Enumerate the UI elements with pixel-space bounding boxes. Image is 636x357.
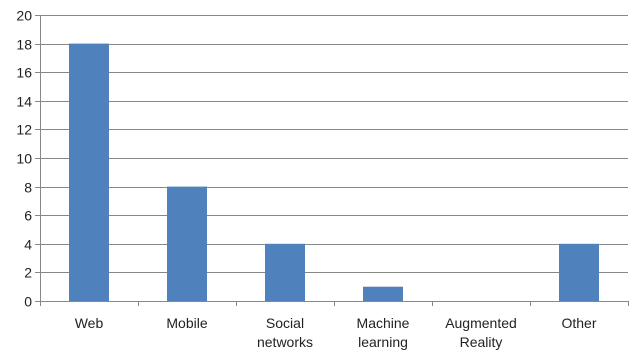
y-tick-label: 14 xyxy=(16,94,32,110)
x-tick-label-line: networks xyxy=(257,334,313,350)
x-tick-label-line: Social xyxy=(266,315,304,331)
x-tick-label-line: Web xyxy=(75,315,104,331)
y-tick-label: 12 xyxy=(16,122,32,138)
y-tick-label: 20 xyxy=(16,8,32,24)
y-tick-label: 10 xyxy=(16,151,32,167)
y-tick-label: 0 xyxy=(24,294,32,310)
gridlines xyxy=(40,15,628,273)
x-tick-label: Augmented Reality xyxy=(445,315,517,350)
x-tick-label-line: Augmented xyxy=(445,315,517,331)
x-tick-label-line: Other xyxy=(561,315,596,331)
y-tick-label: 6 xyxy=(24,208,32,224)
bar-machine-learning xyxy=(363,286,403,301)
x-tick-label-line: Reality xyxy=(460,334,503,350)
x-tick-label: Machine learning xyxy=(357,315,410,350)
y-tick-label: 8 xyxy=(24,180,32,196)
y-tick-label: 4 xyxy=(24,237,32,253)
x-tick-label: Web xyxy=(75,315,104,331)
bar-mobile xyxy=(167,186,207,301)
bars xyxy=(69,43,599,301)
y-tick-label: 2 xyxy=(24,265,32,281)
axes xyxy=(35,15,629,306)
x-tick-label-line: learning xyxy=(358,334,408,350)
x-tick-label: Other xyxy=(561,315,596,331)
x-tick-label-line: Mobile xyxy=(166,315,207,331)
y-tick-label: 18 xyxy=(16,37,32,53)
bar-other xyxy=(559,243,599,301)
bar-web xyxy=(69,43,109,301)
bar-social-networks xyxy=(265,243,305,301)
x-tick-label-line: Machine xyxy=(357,315,410,331)
y-tick-label: 16 xyxy=(16,65,32,81)
x-tick-label: Social networks xyxy=(257,315,313,350)
tick-labels: 0 2 4 6 8 10 12 14 16 18 20 Web Mobile Social networks… xyxy=(16,8,596,351)
x-tick-label: Mobile xyxy=(166,315,207,331)
